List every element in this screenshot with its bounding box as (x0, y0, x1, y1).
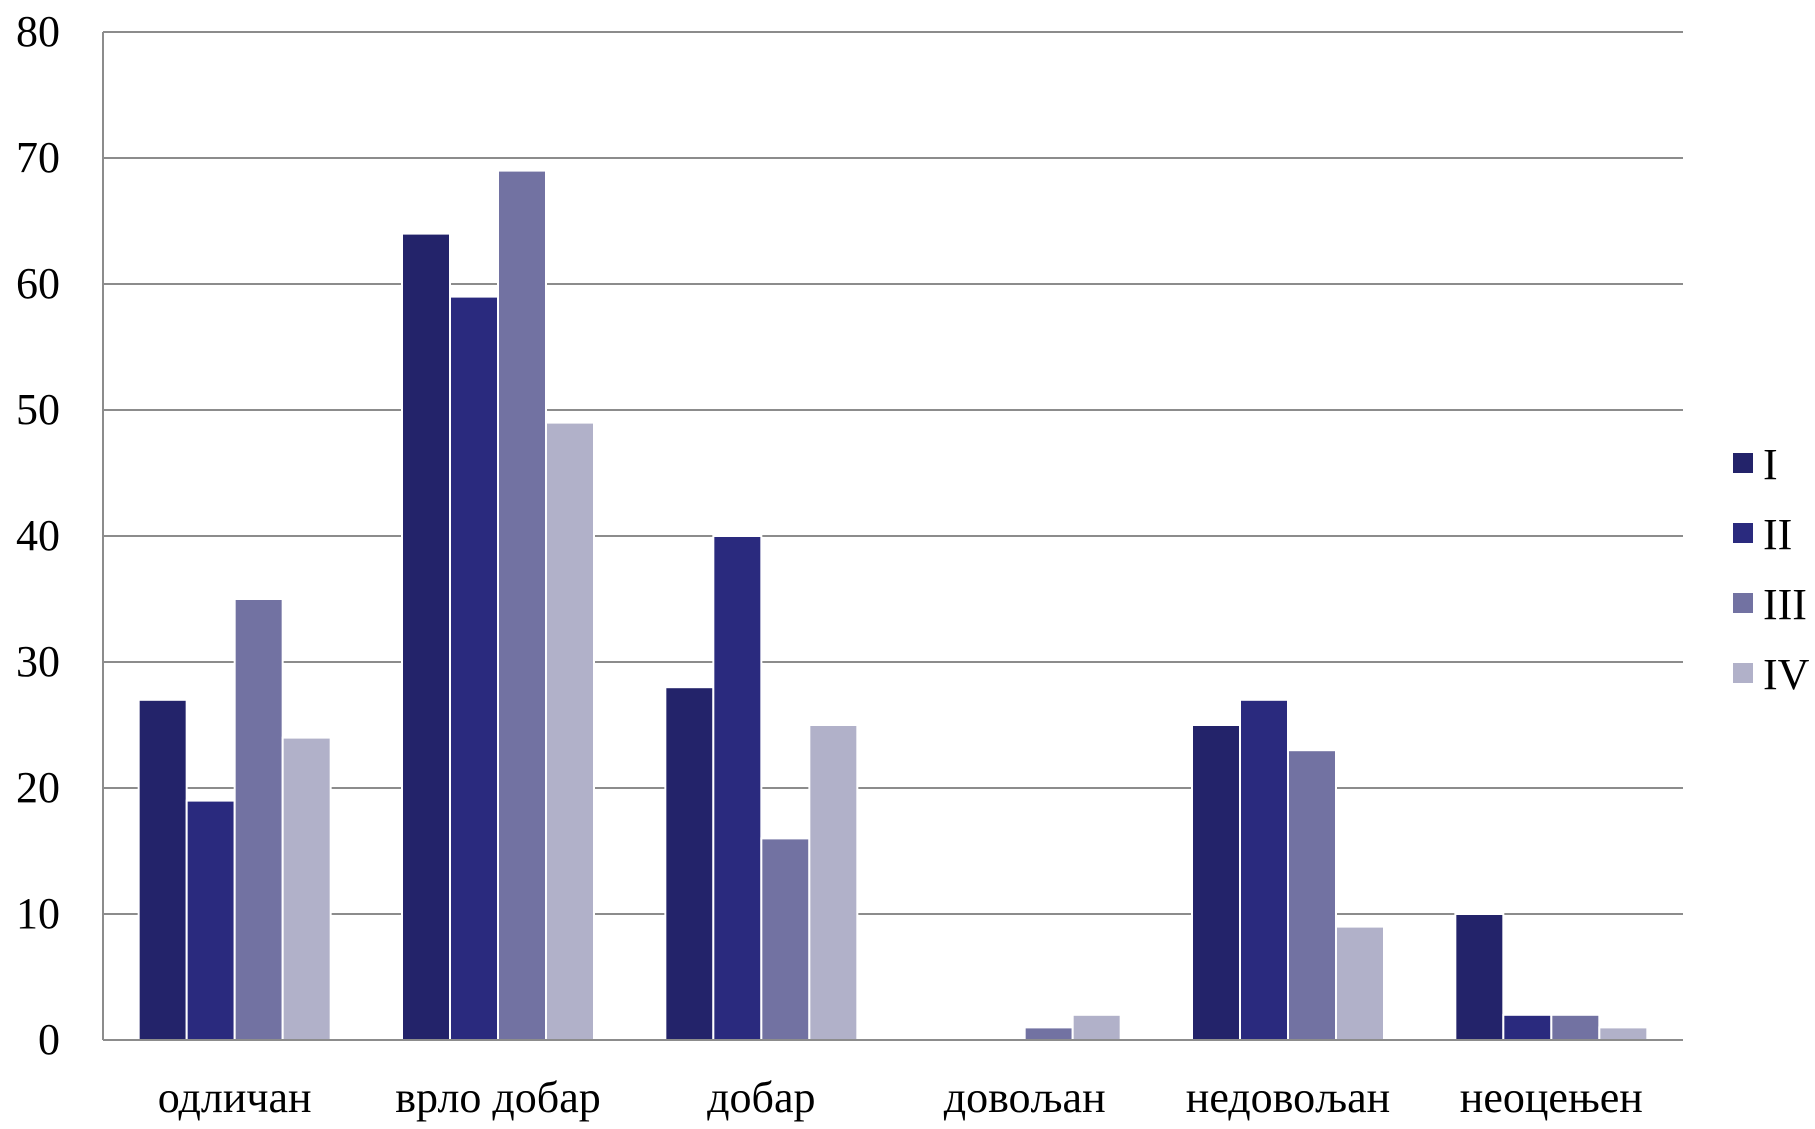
bar-IV-3 (1071, 1013, 1122, 1041)
legend-label: II (1763, 510, 1792, 559)
legend-swatch (1733, 593, 1753, 613)
y-tick-label: 50 (16, 385, 60, 434)
bar-IV-5 (1598, 1026, 1649, 1042)
y-tick-label: 0 (38, 1015, 60, 1064)
legend-label: IV (1763, 650, 1810, 699)
bar-I-4 (1191, 724, 1241, 1041)
legend-label: III (1763, 580, 1807, 629)
bar-IV-0 (281, 736, 332, 1041)
y-tick-label: 70 (16, 133, 60, 182)
bar-II-0 (185, 799, 236, 1041)
bar-III-2 (760, 837, 811, 1042)
axes (102, 32, 1683, 1041)
bar-IV-1 (545, 421, 595, 1042)
x-category-label: врло добар (395, 1073, 600, 1122)
x-category-label: недовољан (1186, 1073, 1390, 1122)
bar-II-1 (449, 295, 499, 1042)
bar-I-1 (401, 232, 451, 1042)
bar-I-0 (137, 698, 188, 1041)
legend-label: I (1763, 440, 1778, 489)
legend-swatch (1733, 663, 1753, 683)
bars (137, 169, 1649, 1042)
bar-IV-2 (808, 724, 859, 1041)
bar-I-2 (664, 686, 715, 1041)
bar-I-5 (1454, 913, 1505, 1041)
bar-II-2 (712, 535, 763, 1041)
y-tick-label: 60 (16, 259, 60, 308)
x-category-label: добар (707, 1073, 815, 1122)
x-category-labels: одличан врло добар добар довољан недовољан не… (158, 1073, 1643, 1122)
bar-III-5 (1550, 1013, 1601, 1041)
bar-II-4 (1239, 698, 1289, 1041)
y-tick-label: 20 (16, 763, 60, 812)
x-category-label: неоцењен (1460, 1073, 1643, 1122)
legend-swatch (1733, 523, 1753, 543)
legend-swatch (1733, 453, 1753, 473)
x-category-label: довољан (944, 1073, 1106, 1122)
gridlines (103, 31, 1683, 915)
bar-III-4 (1287, 749, 1337, 1041)
y-tick-label: 40 (16, 511, 60, 560)
bar-III-3 (1023, 1026, 1074, 1042)
y-tick-label: 10 (16, 889, 60, 938)
y-tick-labels: 0 10 20 30 40 50 60 70 80 (16, 7, 60, 1064)
x-category-label: одличан (158, 1073, 312, 1122)
bar-III-0 (233, 598, 284, 1041)
bar-III-1 (497, 169, 547, 1042)
y-tick-label: 80 (16, 7, 60, 56)
y-tick-label: 30 (16, 637, 60, 686)
bar-II-5 (1502, 1013, 1553, 1041)
bar-IV-4 (1335, 925, 1385, 1041)
